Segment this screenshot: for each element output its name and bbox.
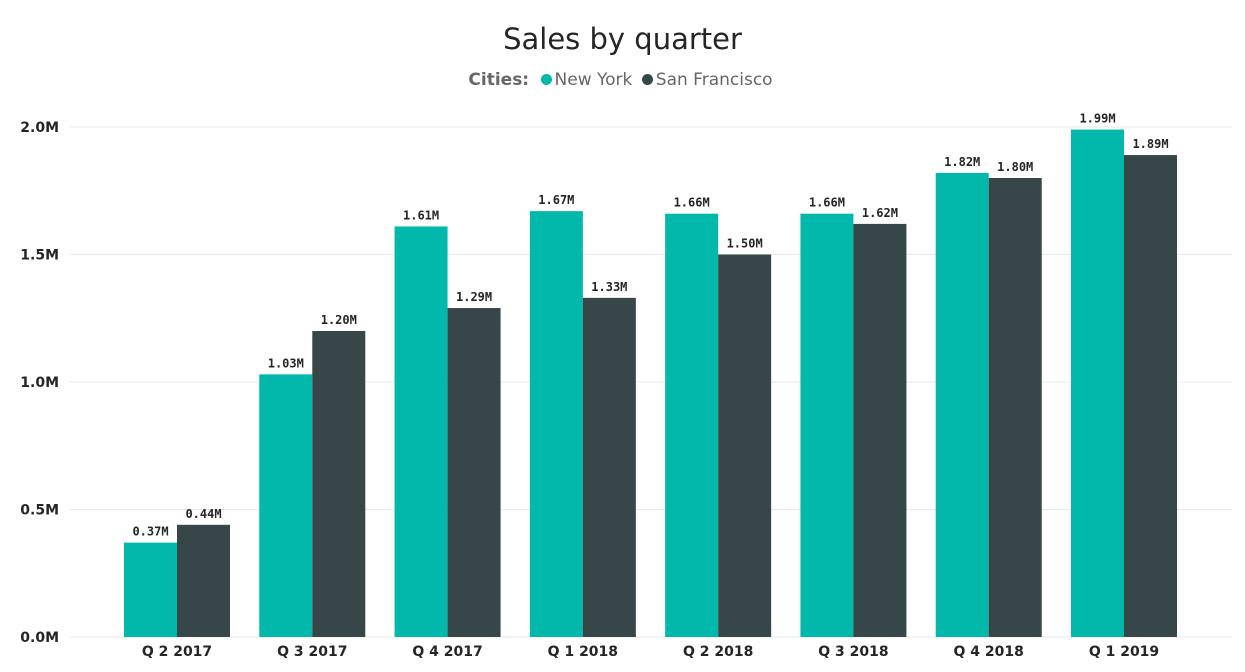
data-label: 1.67M [538,193,574,207]
bar[interactable] [259,374,313,637]
data-label: 1.66M [674,196,710,210]
x-tick-label: Q 1 2019 [1089,644,1159,660]
bar[interactable] [312,331,366,637]
bar[interactable] [665,213,719,637]
x-tick-label: Q 1 2018 [548,644,618,660]
data-label: 1.80M [997,160,1033,174]
legend: Cities: New York San Francisco [0,70,1245,90]
bar[interactable] [988,178,1042,637]
bar[interactable] [124,542,177,637]
data-label: 1.29M [456,290,492,304]
x-tick-label: Q 2 2017 [142,644,212,660]
legend-item-new-york[interactable]: New York [540,70,638,90]
x-tick-label: Q 4 2018 [954,644,1024,660]
bar[interactable] [394,226,448,637]
legend-item-san-francisco[interactable]: San Francisco [641,70,773,90]
legend-marker-new-york [540,74,552,85]
data-label: 1.66M [809,196,845,210]
x-tick-label: Q 4 2017 [412,644,482,660]
bar[interactable] [177,524,230,637]
y-tick-label: 0.0M [20,630,59,646]
data-label: 1.03M [268,356,304,370]
bar[interactable] [582,297,636,637]
data-label: 1.62M [862,206,898,220]
legend-marker-san-francisco [641,74,653,85]
bar[interactable] [718,254,772,638]
legend-title: Cities: [468,70,530,90]
y-tick-label: 0.5M [20,503,59,519]
legend-label-new-york: New York [554,70,633,90]
bar[interactable] [447,308,501,637]
data-label: 0.44M [185,507,221,521]
x-tick-label: Q 3 2018 [818,644,888,660]
x-tick-label: Q 2 2018 [683,644,753,660]
y-tick-label: 1.0M [20,375,59,391]
bar[interactable] [853,223,907,637]
data-label: 1.99M [1079,112,1115,126]
y-tick-label: 2.0M [20,120,59,136]
chart-title: Sales by quarter [503,22,742,56]
data-label: 1.61M [403,208,439,222]
legend-label-san-francisco: San Francisco [655,70,773,90]
x-tick-label: Q 3 2017 [277,644,347,660]
bar[interactable] [529,211,583,637]
data-label: 1.20M [321,313,357,327]
data-label: 1.50M [727,237,763,251]
data-label: 1.82M [944,155,980,169]
data-label: 0.37M [132,525,168,539]
data-label: 1.33M [591,280,627,294]
bar[interactable] [800,213,854,637]
bar[interactable] [1124,155,1177,638]
y-tick-label: 1.5M [20,248,59,264]
bar[interactable] [1071,129,1124,638]
bar[interactable] [935,172,989,637]
data-label: 1.89M [1132,137,1168,151]
